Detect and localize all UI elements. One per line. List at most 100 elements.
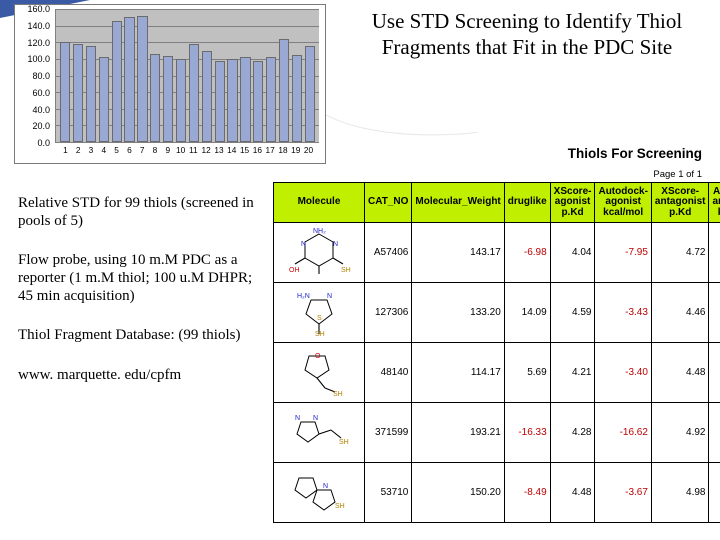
title-line-1: Use STD Screening to Identify Thiol <box>372 9 682 33</box>
table-body: NH₂ OH SH NN A57406 143.17 -6.98 4.04 -7… <box>274 223 720 523</box>
table-title: Thiols For Screening <box>568 146 702 161</box>
th-cat-no: CAT_NO <box>365 183 412 223</box>
chart-bar <box>163 56 173 142</box>
svg-text:NH₂: NH₂ <box>313 228 326 235</box>
cat-cell: 53710 <box>365 463 412 523</box>
s4-cell: -5.43 <box>709 463 720 523</box>
table-header-row: Molecule CAT_NO Molecular_Weight druglik… <box>274 183 720 223</box>
th-mw: Molecular_Weight <box>412 183 504 223</box>
dl-cell: -8.49 <box>504 463 550 523</box>
body-p1: Relative STD for 99 thiols (screened in … <box>18 195 258 230</box>
th-molecule: Molecule <box>274 183 365 223</box>
chart-bar <box>266 57 276 142</box>
body-p3: Thiol Fragment Database: (99 thiols) <box>18 327 258 345</box>
s1-cell: 4.59 <box>550 283 595 343</box>
svg-text:N: N <box>301 241 306 248</box>
mw-cell: 193.21 <box>412 403 504 463</box>
svg-text:N: N <box>323 483 328 490</box>
svg-text:SH: SH <box>335 503 345 510</box>
s3-cell: 4.72 <box>651 223 709 283</box>
s1-cell: 4.48 <box>550 463 595 523</box>
chart-x-labels: 1234567891011121314151617181920 <box>59 145 315 161</box>
cat-cell: 371599 <box>365 403 412 463</box>
table-row: NH₂ OH SH NN A57406 143.17 -6.98 4.04 -7… <box>274 223 720 283</box>
molecule-cell: O SH <box>274 343 365 403</box>
svg-text:S: S <box>317 315 322 322</box>
s2-cell: -3.43 <box>595 283 651 343</box>
s4-cell: -1.55 <box>709 223 720 283</box>
cat-cell: A57406 <box>365 223 412 283</box>
svg-text:H₂N: H₂N <box>297 293 310 300</box>
molecule-icon: NN SH <box>277 408 361 458</box>
molecule-cell: H₂N N SH S <box>274 283 365 343</box>
chart-bar <box>99 57 109 142</box>
chart-bar <box>86 46 96 142</box>
chart-bar <box>292 55 302 142</box>
s2-cell: -3.40 <box>595 343 651 403</box>
std-bar-chart: 0.020.040.060.080.0100.0120.0140.0160.0 … <box>14 4 326 164</box>
dl-cell: 14.09 <box>504 283 550 343</box>
mw-cell: 133.20 <box>412 283 504 343</box>
s2-cell: -3.67 <box>595 463 651 523</box>
svg-text:N: N <box>295 415 300 422</box>
page-title: Use STD Screening to Identify Thiol Frag… <box>338 8 716 61</box>
molecule-icon: O SH <box>277 348 361 398</box>
body-p4: www. marquette. edu/cpfm <box>18 367 258 385</box>
chart-plot-area <box>55 9 319 143</box>
th-autodock-antag: Autodock-antagonist kcal/mol <box>709 183 720 223</box>
chart-y-labels: 0.020.040.060.080.0100.0120.0140.0160.0 <box>15 9 53 143</box>
mw-cell: 150.20 <box>412 463 504 523</box>
chart-bar <box>189 44 199 142</box>
cat-cell: 48140 <box>365 343 412 403</box>
table-row: O SH 48140 114.17 5.69 4.21 -3.40 4.48 -… <box>274 343 720 403</box>
svg-text:O: O <box>315 353 321 360</box>
chart-bar <box>253 61 263 142</box>
s3-cell: 4.98 <box>651 463 709 523</box>
table-row: SH N 53710 150.20 -8.49 4.48 -3.67 4.98 … <box>274 463 720 523</box>
chart-bar <box>137 16 147 142</box>
molecule-cell: SH N <box>274 463 365 523</box>
chart-bar <box>60 42 70 142</box>
s3-cell: 4.46 <box>651 283 709 343</box>
svg-text:N: N <box>327 293 332 300</box>
dl-cell: 5.69 <box>504 343 550 403</box>
thiols-table: Molecule CAT_NO Molecular_Weight druglik… <box>273 182 720 523</box>
s4-cell: -5.12 <box>709 403 720 463</box>
svg-text:N: N <box>313 415 318 422</box>
chart-bar <box>112 21 122 142</box>
s1-cell: 4.28 <box>550 403 595 463</box>
svg-text:OH: OH <box>289 267 300 274</box>
svg-text:N: N <box>333 241 338 248</box>
th-autodock-agonist: Autodock-agonist kcal/mol <box>595 183 651 223</box>
chart-bar <box>150 54 160 142</box>
chart-bar <box>305 46 315 142</box>
title-line-2: Fragments that Fit in the PDC Site <box>382 35 673 59</box>
table-subtitle: Page 1 of 1 <box>653 169 702 180</box>
s3-cell: 4.48 <box>651 343 709 403</box>
s2-cell: -7.95 <box>595 223 651 283</box>
dl-cell: -6.98 <box>504 223 550 283</box>
molecule-cell: NN SH <box>274 403 365 463</box>
body-text-column: Relative STD for 99 thiols (screened in … <box>18 195 258 407</box>
dl-cell: -16.33 <box>504 403 550 463</box>
th-xscore-antag: XScore-antagonist p.Kd <box>651 183 709 223</box>
molecule-icon: H₂N N SH S <box>277 288 361 338</box>
svg-text:SH: SH <box>333 391 343 398</box>
molecule-icon: SH N <box>277 468 361 518</box>
chart-bar <box>202 51 212 142</box>
chart-bar <box>176 59 186 142</box>
chart-bar <box>227 59 237 142</box>
body-p2: Flow probe, using 10 m.M PDC as a report… <box>18 252 258 305</box>
molecule-icon: NH₂ OH SH NN <box>277 228 361 278</box>
molecule-cell: NH₂ OH SH NN <box>274 223 365 283</box>
chart-bar <box>215 61 225 142</box>
th-xscore-agonist: XScore-agonist p.Kd <box>550 183 595 223</box>
s2-cell: -16.62 <box>595 403 651 463</box>
chart-bar <box>279 39 289 142</box>
table-row: H₂N N SH S 127306 133.20 14.09 4.59 -3.4… <box>274 283 720 343</box>
chart-bar <box>124 17 134 142</box>
cat-cell: 127306 <box>365 283 412 343</box>
decorative-curve <box>302 69 478 150</box>
chart-bar <box>240 57 250 142</box>
mw-cell: 143.17 <box>412 223 504 283</box>
